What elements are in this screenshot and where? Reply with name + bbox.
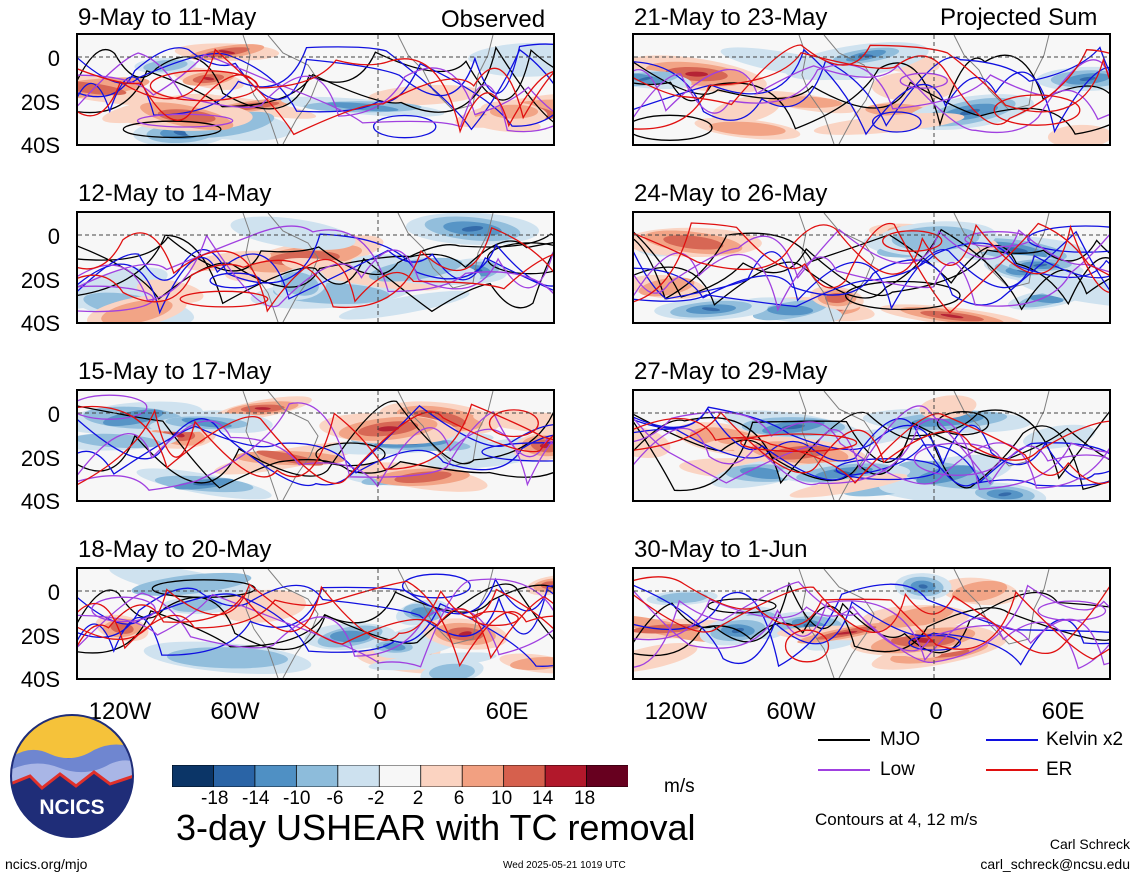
x-tick-label: 60E [485,698,529,725]
colorbar-swatch [171,764,215,788]
legend-line-mjo [818,739,870,741]
colorbar-units: m/s [664,776,695,797]
map-panel [76,211,555,324]
y-tick-label: 20S [20,90,60,115]
panel-title: 12-May to 14-May [78,180,272,207]
y-tick-label: 20S [20,268,60,293]
y-tick-label: 20S [20,446,60,471]
y-tick-label: 0 [47,580,60,605]
observed-label: Observed [441,6,546,33]
x-tick-label: 0 [929,698,943,725]
legend-label-low: Low [880,759,915,780]
colorbar [171,764,629,788]
contours-note: Contours at 4, 12 m/s [815,810,978,829]
colorbar-swatch [254,764,298,788]
colorbar-swatch [378,764,422,788]
colorbar-swatch [503,764,546,788]
map-panel [632,389,1111,502]
y-tick-label: 40S [20,667,60,692]
x-tick-label: 120W [644,698,708,725]
logo-text: NCICS [39,796,104,819]
colorbar-swatch [295,764,339,788]
ncics-logo: NCICS [10,714,134,838]
x-tick-label: 120W [88,698,152,725]
footer-timestamp: Wed 2025-05-21 1019 UTC [503,860,626,871]
panel-title: 27-May to 29-May [634,358,828,385]
footer-email[interactable]: carl_schreck@ncsu.edu [980,856,1130,872]
legend-line-er [986,769,1038,771]
colorbar-tick: -14 [242,788,270,809]
projected-sum-label: Projected Sum [940,4,1098,31]
colorbar-tick: -6 [326,788,344,809]
colorbar-swatch [586,764,629,788]
map-panel [632,567,1111,680]
map-panel [76,389,555,502]
colorbar-tick: 14 [532,788,554,809]
y-tick-label: 40S [20,311,60,336]
map-panel [632,211,1111,324]
panel-title: 30-May to 1-Jun [634,536,808,563]
legend-label-mjo: MJO [880,729,921,750]
map-panel [632,33,1111,146]
panel-title: 24-May to 26-May [634,180,828,207]
x-tick-label: 60W [210,698,260,725]
colorbar-swatch [544,764,588,788]
y-tick-label: 40S [20,489,60,514]
y-tick-label: 40S [20,133,60,158]
colorbar-swatch [461,764,505,788]
x-tick-label: 60W [766,698,816,725]
x-tick-label: 60E [1041,698,1085,725]
colorbar-tick: -10 [283,788,311,809]
main-title: 3-day USHEAR with TC removal [176,807,696,848]
y-tick-label: 0 [47,46,60,71]
legend-line-low [818,769,870,771]
legend-label-kelvin: Kelvin x2 [1046,729,1124,750]
panel-title: 21-May to 23-May [634,4,828,31]
colorbar-tick: 10 [491,788,513,809]
colorbar-tick: 6 [453,788,465,809]
x-tick-label: 0 [373,698,387,725]
colorbar-swatch [337,764,381,788]
colorbar-tick: -2 [367,788,385,809]
colorbar-tick: 18 [574,788,596,809]
colorbar-tick: 2 [412,788,424,809]
map-panel [76,33,555,146]
footer-author: Carl Schreck [1049,836,1130,852]
y-tick-label: 0 [47,224,60,249]
colorbar-swatch [420,764,464,788]
footer-url[interactable]: ncics.org/mjo [5,856,88,872]
legend-line-kelvin [986,739,1038,741]
y-tick-label: 0 [47,402,60,427]
colorbar-swatch [213,764,256,788]
panel-title: 15-May to 17-May [78,358,272,385]
colorbar-tick: -18 [201,788,229,809]
panel-title: 18-May to 20-May [78,536,272,563]
map-panel [76,567,555,680]
y-tick-label: 20S [20,624,60,649]
legend-label-er: ER [1046,759,1073,780]
panel-title: 9-May to 11-May [78,4,257,31]
